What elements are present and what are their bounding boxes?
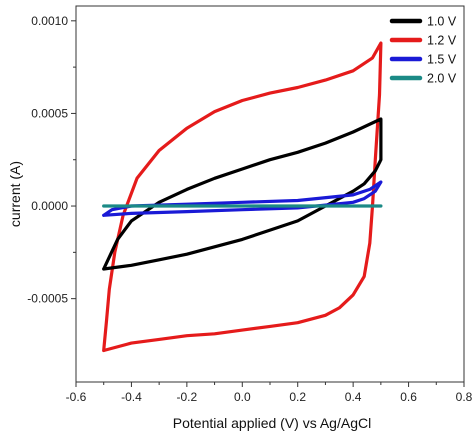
y-tick-label: 0.0000 [31, 199, 68, 213]
x-tick-label: 0.6 [400, 390, 417, 404]
series-line-1-2-v-v [102, 41, 383, 353]
x-tick-label: -0.2 [177, 390, 198, 404]
y-axis-title: current (A) [7, 161, 23, 227]
x-axis-title: Potential applied (V) vs Ag/AgCl [173, 415, 371, 431]
x-tick-label: 0.2 [289, 390, 306, 404]
y-tick-label: -0.0005 [27, 292, 68, 306]
y-tick-label: 0.0010 [31, 14, 68, 28]
x-tick-label: 0.0 [234, 390, 251, 404]
series-layer [102, 41, 383, 353]
x-tick-label: -0.6 [66, 390, 87, 404]
legend: 1.0 V 1.2 V 1.5 V 2.0 V [389, 15, 457, 86]
y-axis-ticks: -0.0005 0.0000 0.0005 0.0010 [27, 14, 76, 306]
series-line-1-0-v-v [102, 117, 383, 271]
y-tick-label: 0.0005 [31, 106, 68, 120]
x-tick-label: 0.4 [345, 390, 362, 404]
legend-label: 2.0 V [427, 72, 457, 86]
legend-label: 1.2 V [427, 34, 457, 48]
legend-label: 1.0 V [427, 15, 457, 29]
legend-label: 1.5 V [427, 53, 457, 67]
x-axis-ticks: -0.6 -0.4 -0.2 0.0 0.2 0.4 0.6 0.8 [66, 382, 473, 404]
x-tick-label: 0.8 [456, 390, 473, 404]
x-tick-label: -0.4 [121, 390, 142, 404]
